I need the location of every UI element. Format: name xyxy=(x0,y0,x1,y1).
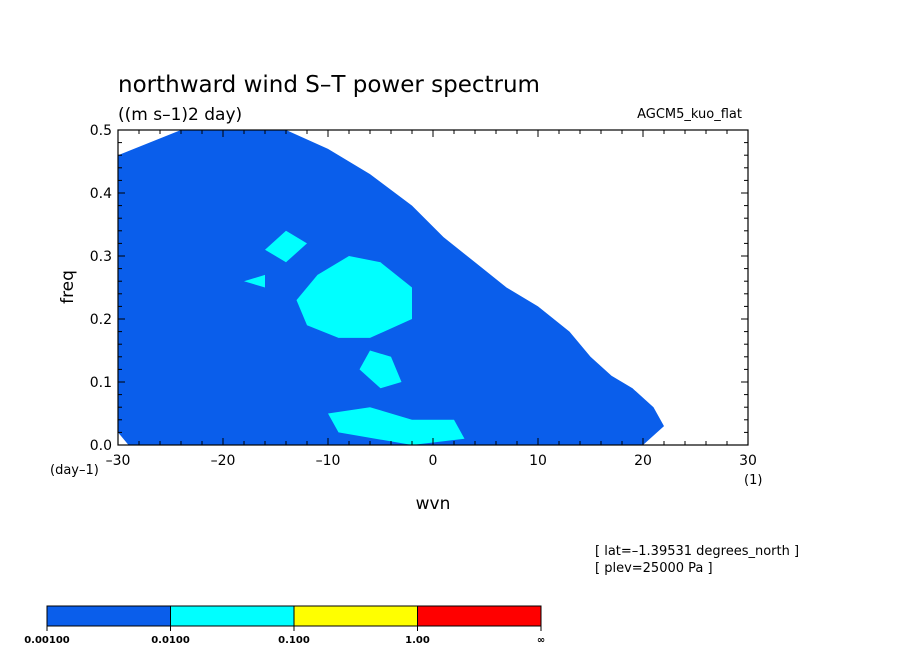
y-tick-label: 0.2 xyxy=(90,312,112,328)
x-tick-label: –10 xyxy=(316,453,341,469)
y-unit-label: (day–1) xyxy=(50,463,99,478)
axes: –30 –20 –10 0 10 20 30 0.0 0.1 0.2 0.3 0.4 0.5 xyxy=(90,123,757,469)
x-tick-label: 10 xyxy=(529,453,547,469)
chart-title: northward wind S–T power spectrum xyxy=(118,72,540,98)
contour-region-3 xyxy=(359,350,402,389)
annotation-lat: [ lat=–1.39531 degrees_north ] xyxy=(595,544,799,559)
y-tick-label: 0.1 xyxy=(90,375,112,391)
colorbar-label: ∞ xyxy=(537,635,545,646)
y-tick-label: 0.4 xyxy=(90,186,112,202)
y-tick-label: 0.3 xyxy=(90,249,112,265)
colorbar-swatch xyxy=(293,605,418,627)
x-tick-label: –20 xyxy=(211,453,236,469)
colorbar-swatch xyxy=(417,605,542,627)
contour-region-4 xyxy=(328,407,465,445)
colorbar-label: 0.100 xyxy=(278,635,310,646)
colorbar-label: 0.00100 xyxy=(24,635,70,646)
x-tick-label: 30 xyxy=(739,453,757,469)
colorbar: 0.00100 0.0100 0.100 1.00 ∞ xyxy=(24,605,545,646)
x-unit-label: (1) xyxy=(744,473,762,488)
colorbar-swatch xyxy=(46,605,171,627)
x-tick-label: –30 xyxy=(106,453,131,469)
model-label: AGCM5_kuo_flat xyxy=(637,107,742,122)
contour-region-2 xyxy=(265,230,307,263)
colorbar-label: 0.0100 xyxy=(151,635,190,646)
contour-region-1 xyxy=(296,256,412,338)
colorbar-swatch xyxy=(170,605,295,627)
x-tick-label: 20 xyxy=(634,453,652,469)
chart-subtitle: ((m s–1)2 day) xyxy=(118,105,242,125)
y-axis-label: freq xyxy=(58,270,78,304)
contour-regions xyxy=(118,130,664,445)
annotation-plev: [ plev=25000 Pa ] xyxy=(595,561,713,576)
x-tick-label: 0 xyxy=(429,453,438,469)
y-tick-label: 0.5 xyxy=(90,123,112,139)
y-tick-label: 0.0 xyxy=(90,438,112,454)
x-axis-label: wvn xyxy=(416,494,451,514)
contour-region-5 xyxy=(244,274,265,288)
colorbar-label: 1.00 xyxy=(405,635,430,646)
